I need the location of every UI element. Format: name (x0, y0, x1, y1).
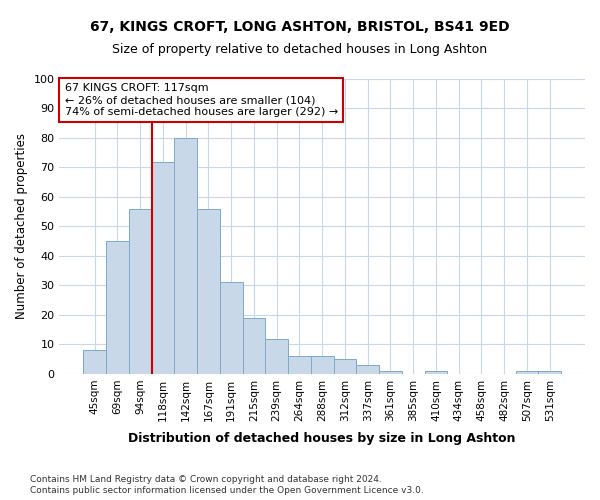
Bar (334, 359, 356, 374)
Bar (220, 282, 242, 374)
Bar (129, 209, 152, 374)
Bar (265, 338, 288, 374)
Text: Size of property relative to detached houses in Long Ashton: Size of property relative to detached ho… (112, 42, 488, 56)
X-axis label: Distribution of detached houses by size in Long Ashton: Distribution of detached houses by size … (128, 432, 516, 445)
Bar (356, 365, 379, 374)
Text: Contains public sector information licensed under the Open Government Licence v3: Contains public sector information licen… (30, 486, 424, 495)
Bar (538, 371, 561, 374)
Bar (515, 371, 538, 374)
Bar (106, 241, 129, 374)
Bar (288, 356, 311, 374)
Bar (242, 318, 265, 374)
Bar (83, 350, 106, 374)
Bar (175, 138, 197, 374)
Bar (197, 209, 220, 374)
Text: Contains HM Land Registry data © Crown copyright and database right 2024.: Contains HM Land Registry data © Crown c… (30, 475, 382, 484)
Bar (379, 371, 402, 374)
Bar (311, 356, 334, 374)
Text: 67 KINGS CROFT: 117sqm
← 26% of detached houses are smaller (104)
74% of semi-de: 67 KINGS CROFT: 117sqm ← 26% of detached… (65, 84, 338, 116)
Bar (152, 162, 175, 374)
Bar (425, 371, 448, 374)
Y-axis label: Number of detached properties: Number of detached properties (15, 134, 28, 320)
Text: 67, KINGS CROFT, LONG ASHTON, BRISTOL, BS41 9ED: 67, KINGS CROFT, LONG ASHTON, BRISTOL, B… (90, 20, 510, 34)
